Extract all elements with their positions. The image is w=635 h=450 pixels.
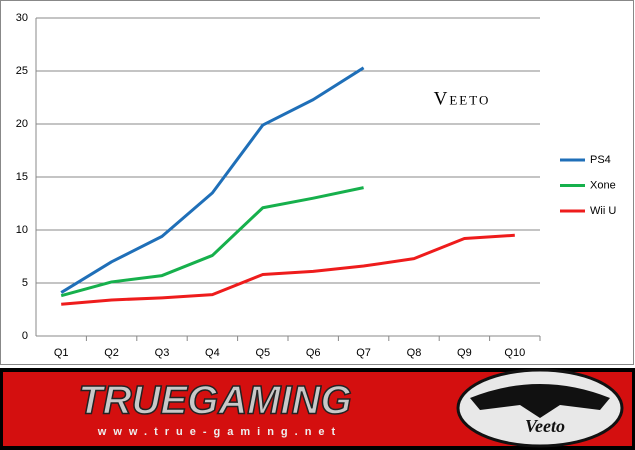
banner: TRUEGAMING www.true-gaming.net Veeto [0, 368, 635, 450]
annotation: Veeto [434, 88, 491, 109]
x-tick-label: Q3 [155, 347, 170, 359]
y-tick-label: 5 [22, 277, 28, 289]
y-tick-label: 30 [16, 12, 28, 24]
legend-label: Wii U [590, 205, 616, 217]
x-tick-label: Q5 [255, 347, 270, 359]
x-tick-label: Q2 [104, 347, 119, 359]
series-line [61, 233, 515, 306]
y-tick-label: 25 [16, 65, 28, 77]
legend-label: Xone [590, 179, 616, 191]
x-tick-label: Q10 [504, 347, 525, 359]
y-tick-label: 15 [16, 171, 28, 183]
banner-title: TRUEGAMING [78, 379, 351, 423]
series-line [60, 66, 365, 294]
x-tick-label: Q4 [205, 347, 220, 359]
x-tick-label: Q7 [356, 347, 371, 359]
x-tick-label: Q6 [306, 347, 321, 359]
x-tick-label: Q1 [54, 347, 69, 359]
x-tick-label: Q8 [407, 347, 422, 359]
y-tick-label: 20 [16, 118, 28, 130]
legend-label: PS4 [590, 154, 611, 166]
chart-frame [0, 0, 634, 365]
y-tick-label: 0 [22, 330, 28, 342]
logo-face [470, 384, 610, 418]
banner-url: www.true-gaming.net [97, 426, 342, 438]
series-line [60, 186, 364, 298]
x-tick-label: Q9 [457, 347, 472, 359]
y-tick-label: 10 [16, 224, 28, 236]
logo-text: Veeto [525, 416, 565, 436]
